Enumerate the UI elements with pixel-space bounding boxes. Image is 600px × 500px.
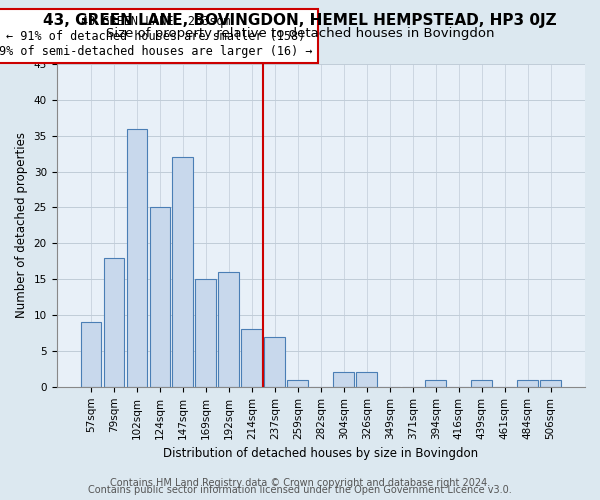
X-axis label: Distribution of detached houses by size in Bovingdon: Distribution of detached houses by size … — [163, 447, 478, 460]
Bar — [172, 158, 193, 387]
Text: Size of property relative to detached houses in Bovingdon: Size of property relative to detached ho… — [106, 28, 494, 40]
Bar — [334, 372, 354, 387]
Bar — [218, 272, 239, 387]
Bar — [241, 330, 262, 387]
Bar — [425, 380, 446, 387]
Bar — [517, 380, 538, 387]
Bar — [149, 208, 170, 387]
Bar — [540, 380, 561, 387]
Text: 43, GREEN LANE, BOVINGDON, HEMEL HEMPSTEAD, HP3 0JZ: 43, GREEN LANE, BOVINGDON, HEMEL HEMPSTE… — [43, 12, 557, 28]
Text: Contains public sector information licensed under the Open Government Licence v3: Contains public sector information licen… — [88, 485, 512, 495]
Bar — [472, 380, 492, 387]
Bar — [287, 380, 308, 387]
Bar — [127, 128, 147, 387]
Bar — [80, 322, 101, 387]
Bar — [356, 372, 377, 387]
Text: 43 GREEN LANE: 233sqm
← 91% of detached houses are smaller (158)
9% of semi-deta: 43 GREEN LANE: 233sqm ← 91% of detached … — [0, 14, 313, 58]
Bar — [265, 336, 285, 387]
Text: Contains HM Land Registry data © Crown copyright and database right 2024.: Contains HM Land Registry data © Crown c… — [110, 478, 490, 488]
Y-axis label: Number of detached properties: Number of detached properties — [15, 132, 28, 318]
Bar — [196, 279, 216, 387]
Bar — [104, 258, 124, 387]
